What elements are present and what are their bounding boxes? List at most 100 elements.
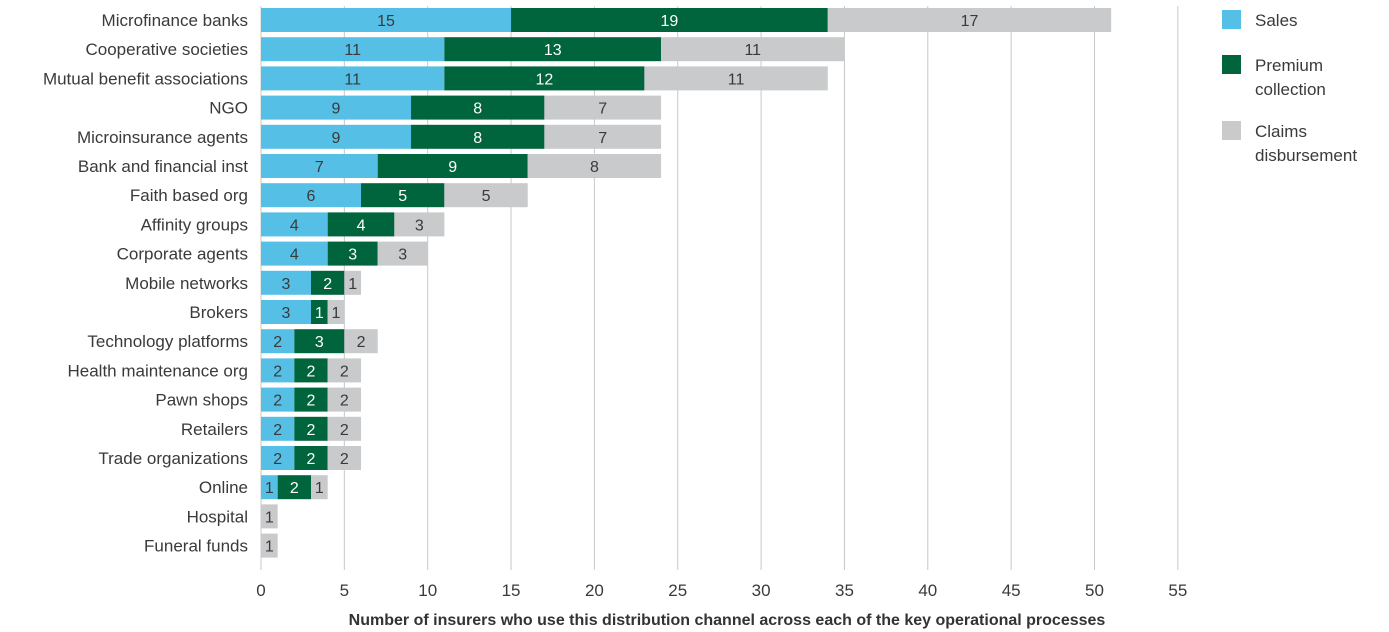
data-label: 1 (265, 539, 274, 556)
data-label: 19 (661, 13, 679, 30)
data-label: 7 (598, 101, 607, 118)
bar-segment (261, 95, 412, 120)
bar-segment (544, 124, 662, 149)
category-label: Technology platforms (87, 332, 248, 351)
data-label: 7 (315, 159, 324, 176)
bar-segment (327, 446, 362, 470)
data-label: 11 (344, 42, 361, 59)
bar-segment (327, 387, 362, 412)
bar-segment (261, 446, 295, 470)
data-label: 9 (332, 130, 341, 147)
category-label: Pawn shops (155, 391, 248, 410)
bar-segment (327, 358, 362, 383)
bar-segment (261, 8, 512, 32)
gridlines (260, 6, 1179, 570)
data-label: 2 (290, 480, 299, 497)
x-axis-ticks: 0 5 10 15 20 25 30 35 40 45 50 55 (256, 581, 1187, 600)
legend-swatch (1222, 10, 1241, 29)
data-label: 7 (598, 130, 607, 147)
bar-segment (827, 8, 1112, 32)
category-label: Mobile networks (125, 274, 248, 293)
category-labels: Microfinance banks Cooperative societies M… (43, 11, 248, 556)
category-label: NGO (209, 99, 248, 118)
data-label: 2 (307, 363, 316, 380)
data-label: 2 (340, 451, 349, 468)
bar-segment (327, 300, 345, 324)
data-label: 1 (265, 480, 274, 497)
category-label: Mutual benefit associations (43, 69, 248, 88)
bar-segment (311, 270, 345, 295)
x-tick-label: 55 (1168, 581, 1187, 600)
data-label: 2 (273, 363, 282, 380)
data-label: 2 (323, 276, 332, 293)
bar-segment (261, 154, 378, 178)
data-label: 11 (744, 42, 761, 59)
data-label: 1 (332, 305, 341, 322)
data-label: 1 (348, 276, 357, 293)
bar-segment (261, 37, 445, 62)
bar-segment (261, 124, 412, 149)
category-label: Corporate agents (117, 245, 248, 264)
bar-segment (344, 329, 378, 354)
legend-label: Sales (1255, 11, 1298, 30)
bar-segment (327, 416, 362, 441)
bar-segment (261, 475, 278, 500)
bar-segment (544, 95, 662, 120)
data-label: 8 (473, 101, 482, 118)
x-axis-label: Number of insurers who use this distribu… (349, 612, 1106, 629)
data-label: 3 (315, 334, 324, 351)
bar-segment (444, 66, 645, 91)
data-label: 3 (282, 305, 291, 322)
data-label: 9 (332, 101, 341, 118)
data-label: 11 (728, 71, 745, 88)
bar-segment (527, 154, 662, 178)
bar-segment (294, 387, 328, 412)
data-label: 2 (273, 334, 282, 351)
legend-label: Claims disbursement (1255, 122, 1357, 165)
category-label: Funeral funds (144, 537, 248, 556)
x-tick-label: 0 (256, 581, 265, 600)
bar-segment (661, 37, 845, 62)
x-tick-label: 35 (835, 581, 854, 600)
category-label: Faith based org (130, 186, 248, 205)
x-tick-label: 5 (340, 581, 349, 600)
category-label: Retailers (181, 420, 248, 439)
data-label: 5 (482, 188, 491, 205)
bar-segment (411, 95, 545, 120)
data-label: 4 (290, 247, 299, 264)
data-label: 17 (961, 13, 979, 30)
data-label: 4 (357, 217, 366, 234)
bar-segment (261, 329, 295, 354)
bar-segment (327, 241, 378, 266)
data-label: 15 (377, 13, 395, 30)
category-label: Affinity groups (141, 215, 248, 234)
x-tick-label: 45 (1002, 581, 1021, 600)
category-label: Brokers (189, 303, 248, 322)
bar-segment (294, 329, 345, 354)
category-label: Trade organizations (98, 449, 248, 468)
category-label: Health maintenance org (67, 361, 248, 380)
data-label: 9 (448, 159, 457, 176)
data-label: 2 (273, 422, 282, 439)
bar-segment (377, 154, 528, 178)
x-tick-label: 10 (418, 581, 437, 600)
bar-segment (411, 124, 545, 149)
bar-segment (261, 66, 445, 91)
data-label: 2 (340, 363, 349, 380)
bar-segment (377, 241, 428, 266)
bar-segment (644, 66, 828, 91)
data-label: 12 (535, 71, 553, 88)
bar-segment (361, 183, 445, 208)
category-label: Bank and financial inst (78, 157, 248, 176)
x-tick-label: 50 (1085, 581, 1104, 600)
bar-segment (311, 475, 328, 500)
category-label: Online (199, 478, 248, 497)
data-label: 8 (473, 130, 482, 147)
x-tick-label: 15 (502, 581, 521, 600)
data-label: 2 (273, 451, 282, 468)
bar-segment (261, 387, 295, 412)
bar-segment (261, 358, 295, 383)
